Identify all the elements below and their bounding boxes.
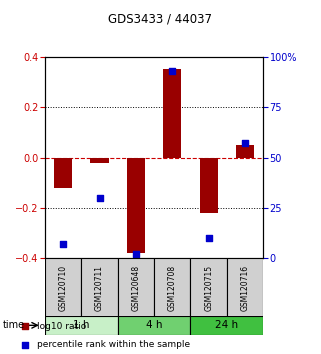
Bar xyxy=(54,158,72,188)
Text: GDS3433 / 44037: GDS3433 / 44037 xyxy=(108,12,213,25)
Point xyxy=(242,141,247,146)
Point xyxy=(170,68,175,74)
Bar xyxy=(118,316,190,335)
Text: GSM120711: GSM120711 xyxy=(95,265,104,310)
Text: 4 h: 4 h xyxy=(146,320,162,330)
Bar xyxy=(190,258,227,317)
Bar xyxy=(200,158,218,213)
Text: GSM120716: GSM120716 xyxy=(240,264,249,311)
Bar xyxy=(154,258,190,317)
Bar xyxy=(45,258,81,317)
Text: percentile rank within the sample: percentile rank within the sample xyxy=(37,340,190,349)
Point xyxy=(22,324,28,329)
Bar xyxy=(163,69,181,158)
Bar xyxy=(91,158,108,162)
Text: GSM120708: GSM120708 xyxy=(168,264,177,311)
Text: GSM120710: GSM120710 xyxy=(59,264,68,311)
Point xyxy=(206,235,211,241)
Bar xyxy=(45,316,118,335)
Bar xyxy=(227,258,263,317)
Point xyxy=(61,241,66,247)
Text: 1 h: 1 h xyxy=(73,320,90,330)
Point xyxy=(97,195,102,201)
Text: 24 h: 24 h xyxy=(215,320,239,330)
Bar xyxy=(236,145,254,158)
Bar xyxy=(81,258,118,317)
Text: GSM120648: GSM120648 xyxy=(131,264,140,311)
Bar xyxy=(127,158,145,253)
Point xyxy=(22,342,28,348)
Point xyxy=(133,252,138,257)
Text: GSM120715: GSM120715 xyxy=(204,264,213,311)
Text: time: time xyxy=(3,320,25,330)
Text: log10 ratio: log10 ratio xyxy=(37,322,86,331)
Bar xyxy=(190,316,263,335)
Bar xyxy=(118,258,154,317)
